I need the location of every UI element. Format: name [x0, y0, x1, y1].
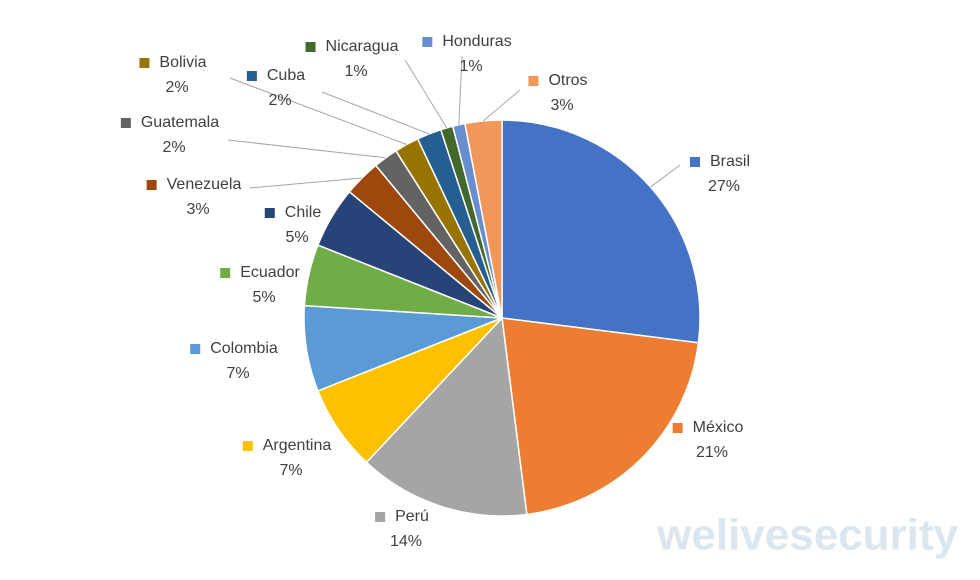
legend-swatch [672, 423, 683, 433]
data-label: 27% [708, 178, 740, 195]
data-label: 2% [162, 139, 185, 156]
data-label: 2% [268, 92, 291, 109]
legend-label: Guatemala [141, 114, 219, 131]
leader-line [249, 177, 363, 189]
data-label: 21% [696, 444, 728, 461]
legend-label: Colombia [210, 340, 278, 357]
legend-label: Chile [285, 204, 322, 221]
legend-swatch [146, 180, 157, 190]
legend-swatch [689, 157, 700, 167]
legend-label: México [693, 419, 744, 436]
legend-label: Bolivia [159, 54, 206, 71]
legend-swatch [242, 441, 253, 451]
leader-line [458, 55, 463, 125]
leader-line [321, 91, 430, 135]
legend-label: Nicaragua [326, 38, 399, 55]
legend-label: Ecuador [240, 264, 300, 281]
legend-swatch [120, 118, 131, 128]
data-label: 3% [550, 97, 573, 114]
data-label: 3% [186, 201, 209, 218]
watermark: welivesecurity [656, 511, 958, 560]
legend-swatch [139, 58, 150, 68]
legend-swatch [190, 344, 201, 354]
data-label: 5% [285, 229, 308, 246]
pie-slice [501, 317, 700, 516]
legend-swatch [422, 37, 433, 47]
legend-swatch [305, 42, 316, 52]
data-label: 1% [459, 58, 482, 75]
legend-label: Cuba [267, 67, 305, 84]
leader-line [227, 139, 386, 159]
legend-swatch [264, 208, 275, 218]
legend-label: Otros [548, 72, 587, 89]
data-label: 7% [226, 365, 249, 382]
data-label: 14% [390, 533, 422, 550]
legend-label: Venezuela [167, 176, 242, 193]
leader-line [483, 89, 521, 122]
data-label: 1% [344, 63, 367, 80]
leader-line [404, 59, 448, 129]
data-label: 7% [279, 462, 302, 479]
pie-slice [365, 316, 528, 517]
data-label: 5% [252, 289, 275, 306]
pie-slice [464, 119, 503, 319]
legend-swatch [246, 71, 257, 81]
legend-label: Brasil [710, 153, 750, 170]
legend-swatch [528, 76, 539, 86]
legend-swatch [375, 512, 386, 522]
pie-slice [501, 119, 701, 344]
legend-swatch [220, 268, 231, 278]
leader-line [229, 77, 407, 145]
legend-label: Perú [395, 508, 429, 525]
data-label: 2% [165, 79, 188, 96]
legend-label: Honduras [442, 33, 511, 50]
leader-line [650, 164, 681, 188]
legend-label: Argentina [263, 437, 332, 454]
